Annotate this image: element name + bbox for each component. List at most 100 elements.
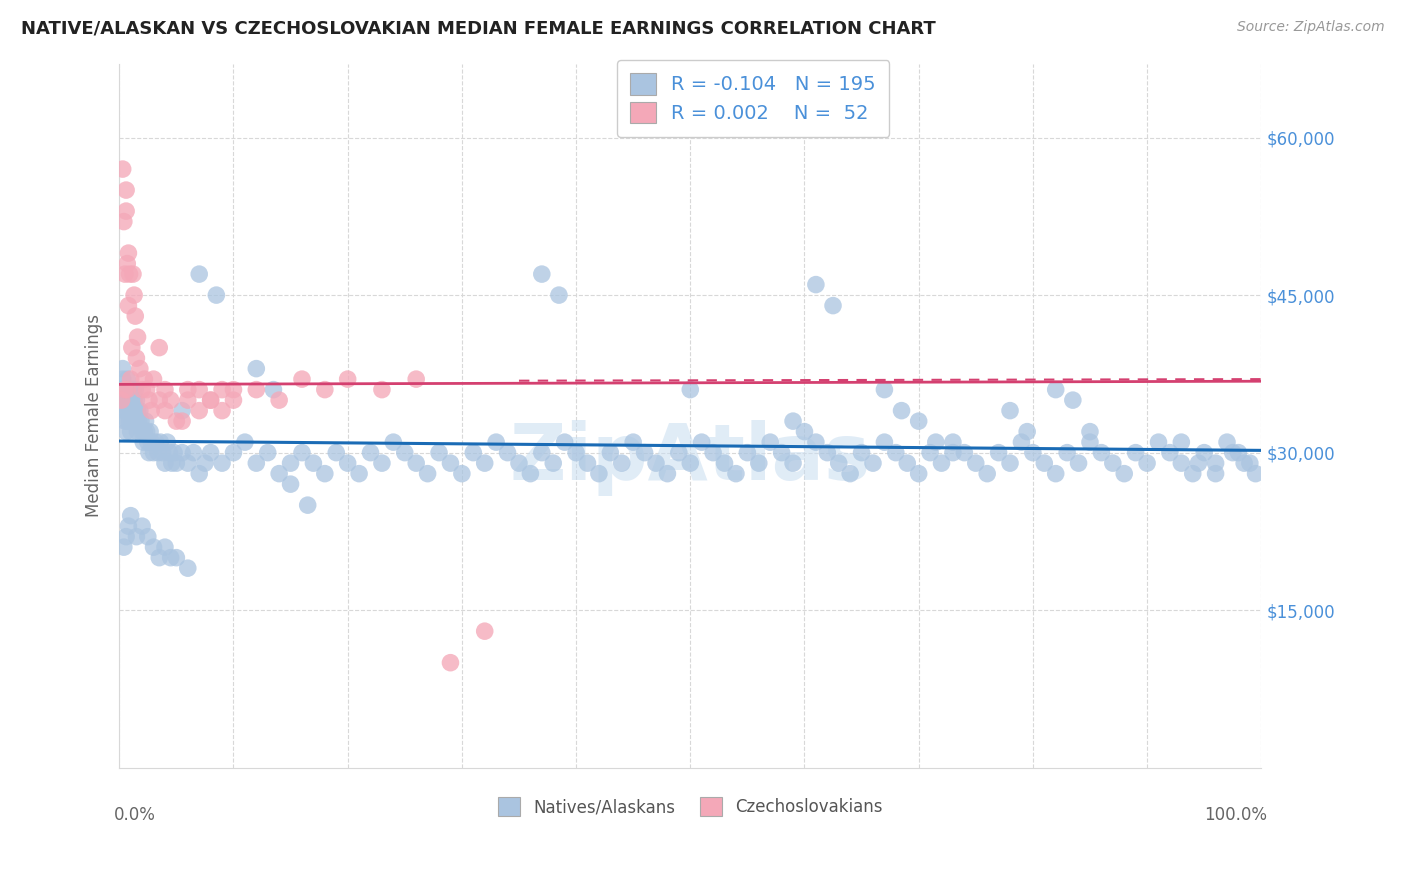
Point (145, 435, 167, 450)
Point (828, 456, 851, 470)
Point (153, 383, 176, 397)
Point (645, 456, 668, 470)
Point (135, 414, 157, 428)
Point (177, 561, 200, 575)
Point (245, 383, 267, 397)
Point (117, 403, 139, 417)
Point (152, 445, 174, 459)
Point (165, 456, 187, 470)
Point (122, 393, 145, 408)
Point (121, 341, 143, 355)
Point (347, 467, 370, 481)
Point (245, 456, 267, 470)
Point (165, 414, 187, 428)
Point (122, 288, 145, 302)
Point (200, 393, 222, 408)
Point (325, 445, 347, 459)
Point (1170, 435, 1192, 450)
Point (862, 456, 884, 470)
Point (314, 383, 336, 397)
Point (873, 435, 896, 450)
Point (976, 467, 998, 481)
Point (177, 456, 200, 470)
Point (679, 456, 702, 470)
Point (128, 361, 150, 376)
Point (371, 383, 394, 397)
Point (737, 445, 759, 459)
Point (1244, 467, 1267, 481)
Point (146, 445, 169, 459)
Point (269, 467, 291, 481)
Point (1017, 425, 1039, 439)
Point (183, 445, 205, 459)
Point (496, 445, 519, 459)
Point (188, 267, 211, 281)
Point (405, 456, 427, 470)
Point (200, 445, 222, 459)
Point (1062, 393, 1084, 408)
Point (748, 456, 770, 470)
Point (998, 456, 1021, 470)
Point (508, 456, 530, 470)
Point (118, 267, 141, 281)
Point (1181, 467, 1204, 481)
Point (1147, 435, 1170, 450)
Point (405, 372, 427, 386)
Point (474, 624, 496, 639)
Point (142, 540, 165, 554)
Point (142, 445, 165, 459)
Point (177, 383, 200, 397)
Point (128, 414, 150, 428)
Point (134, 425, 156, 439)
Point (576, 456, 599, 470)
Point (112, 214, 135, 228)
Point (117, 393, 139, 408)
Point (222, 445, 245, 459)
Point (114, 393, 136, 408)
Point (1090, 445, 1112, 459)
Point (121, 393, 143, 408)
Point (554, 435, 576, 450)
Point (1159, 445, 1181, 459)
Point (114, 414, 136, 428)
Point (942, 435, 965, 450)
Point (194, 456, 217, 470)
Point (222, 383, 245, 397)
Point (541, 456, 564, 470)
Point (172, 445, 194, 459)
Point (134, 372, 156, 386)
Point (117, 383, 139, 397)
Text: ZipAtlas: ZipAtlas (510, 420, 870, 496)
Point (1227, 445, 1250, 459)
Point (890, 403, 912, 417)
Point (122, 267, 145, 281)
Point (115, 425, 138, 439)
Point (702, 445, 724, 459)
Point (297, 498, 319, 512)
Point (336, 372, 359, 386)
Point (679, 383, 702, 397)
Point (657, 467, 679, 481)
Point (115, 530, 138, 544)
Point (280, 456, 302, 470)
Point (131, 383, 153, 397)
Point (211, 403, 233, 417)
Point (770, 445, 793, 459)
Point (565, 445, 588, 459)
Point (1045, 467, 1067, 481)
Point (131, 425, 153, 439)
Point (759, 435, 782, 450)
Point (117, 257, 139, 271)
Point (122, 383, 145, 397)
Point (124, 383, 146, 397)
Point (139, 425, 162, 439)
Point (262, 383, 284, 397)
Point (942, 445, 965, 459)
Point (172, 414, 194, 428)
Point (156, 435, 179, 450)
Point (851, 445, 873, 459)
Point (163, 445, 186, 459)
Point (668, 445, 690, 459)
Point (1187, 456, 1209, 470)
Point (360, 445, 382, 459)
